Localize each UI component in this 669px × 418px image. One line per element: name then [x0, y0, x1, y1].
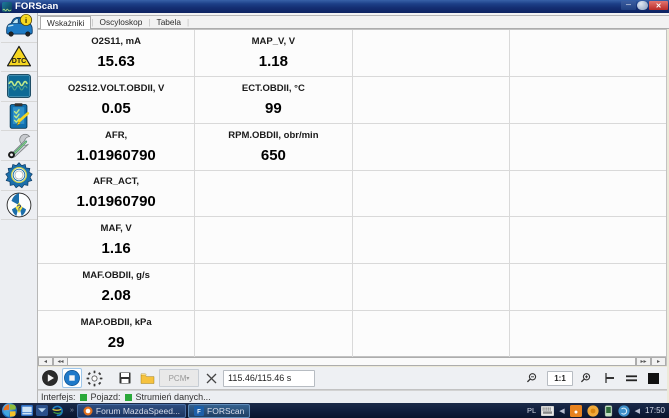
svg-text:●: ●	[573, 409, 577, 416]
svg-text:F: F	[197, 409, 201, 415]
svg-text:DTC: DTC	[11, 58, 25, 65]
svg-text:i: i	[25, 16, 27, 25]
svg-text:?: ?	[16, 204, 21, 213]
